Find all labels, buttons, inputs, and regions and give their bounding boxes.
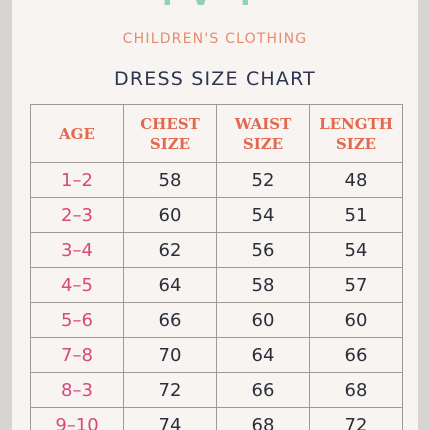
column-header: CHEST SIZE [123, 104, 217, 163]
size-cell: 54 [309, 232, 403, 268]
age-cell: 5–6 [30, 302, 124, 338]
size-cell: 72 [123, 372, 217, 408]
size-cell: 56 [216, 232, 310, 268]
column-header: AGE [30, 104, 124, 163]
age-cell: 8–3 [30, 372, 124, 408]
size-cell: 60 [123, 197, 217, 233]
size-cell: 54 [216, 197, 310, 233]
chart-title: DRESS SIZE CHART [114, 68, 316, 90]
size-cell: 60 [216, 302, 310, 338]
size-cell: 58 [123, 162, 217, 198]
size-cell: 66 [123, 302, 217, 338]
table-row: 8–3 72 66 68 [30, 372, 403, 408]
size-cell: 62 [123, 232, 217, 268]
age-cell: 3–4 [30, 232, 124, 268]
brand-logo: IVY [12, 0, 418, 16]
size-cell: 68 [309, 372, 403, 408]
size-cell: 66 [309, 337, 403, 373]
table-row: 3–4 62 56 54 [30, 232, 403, 268]
size-table: AGE CHEST SIZE WAIST SIZE LENGTH SIZE 1–2 58… [30, 104, 403, 430]
size-cell: 58 [216, 267, 310, 303]
header-row: AGE CHEST SIZE WAIST SIZE LENGTH SIZE [30, 104, 403, 163]
size-cell: 70 [123, 337, 217, 373]
age-cell: 9–10 [30, 407, 124, 430]
age-cell: 4–5 [30, 267, 124, 303]
size-cell: 52 [216, 162, 310, 198]
table-row: 9–10 74 68 72 [30, 407, 403, 430]
age-cell: 7–8 [30, 337, 124, 373]
column-header: LENGTH SIZE [309, 104, 403, 163]
size-cell: 66 [216, 372, 310, 408]
table-body: 1–2 58 52 48 2–3 60 54 51 3–4 62 56 54 4–5 64 58 57 5–6 6… [30, 162, 403, 430]
table-row: 2–3 60 54 51 [30, 197, 403, 233]
column-header: WAIST SIZE [216, 104, 310, 163]
size-cell: 57 [309, 267, 403, 303]
panel: IVY CHILDREN'S CLOTHING DRESS SIZE CHART… [12, 0, 418, 430]
table-row: 4–5 64 58 57 [30, 267, 403, 303]
size-cell: 64 [123, 267, 217, 303]
size-cell: 74 [123, 407, 217, 430]
size-cell: 48 [309, 162, 403, 198]
size-cell: 72 [309, 407, 403, 430]
tagline: CHILDREN'S CLOTHING [122, 31, 308, 47]
size-cell: 68 [216, 407, 310, 430]
table-row: 1–2 58 52 48 [30, 162, 403, 198]
age-cell: 2–3 [30, 197, 124, 233]
table-row: 5–6 66 60 60 [30, 302, 403, 338]
size-cell: 64 [216, 337, 310, 373]
size-cell: 51 [309, 197, 403, 233]
table-row: 7–8 70 64 66 [30, 337, 403, 373]
size-cell: 60 [309, 302, 403, 338]
age-cell: 1–2 [30, 162, 124, 198]
